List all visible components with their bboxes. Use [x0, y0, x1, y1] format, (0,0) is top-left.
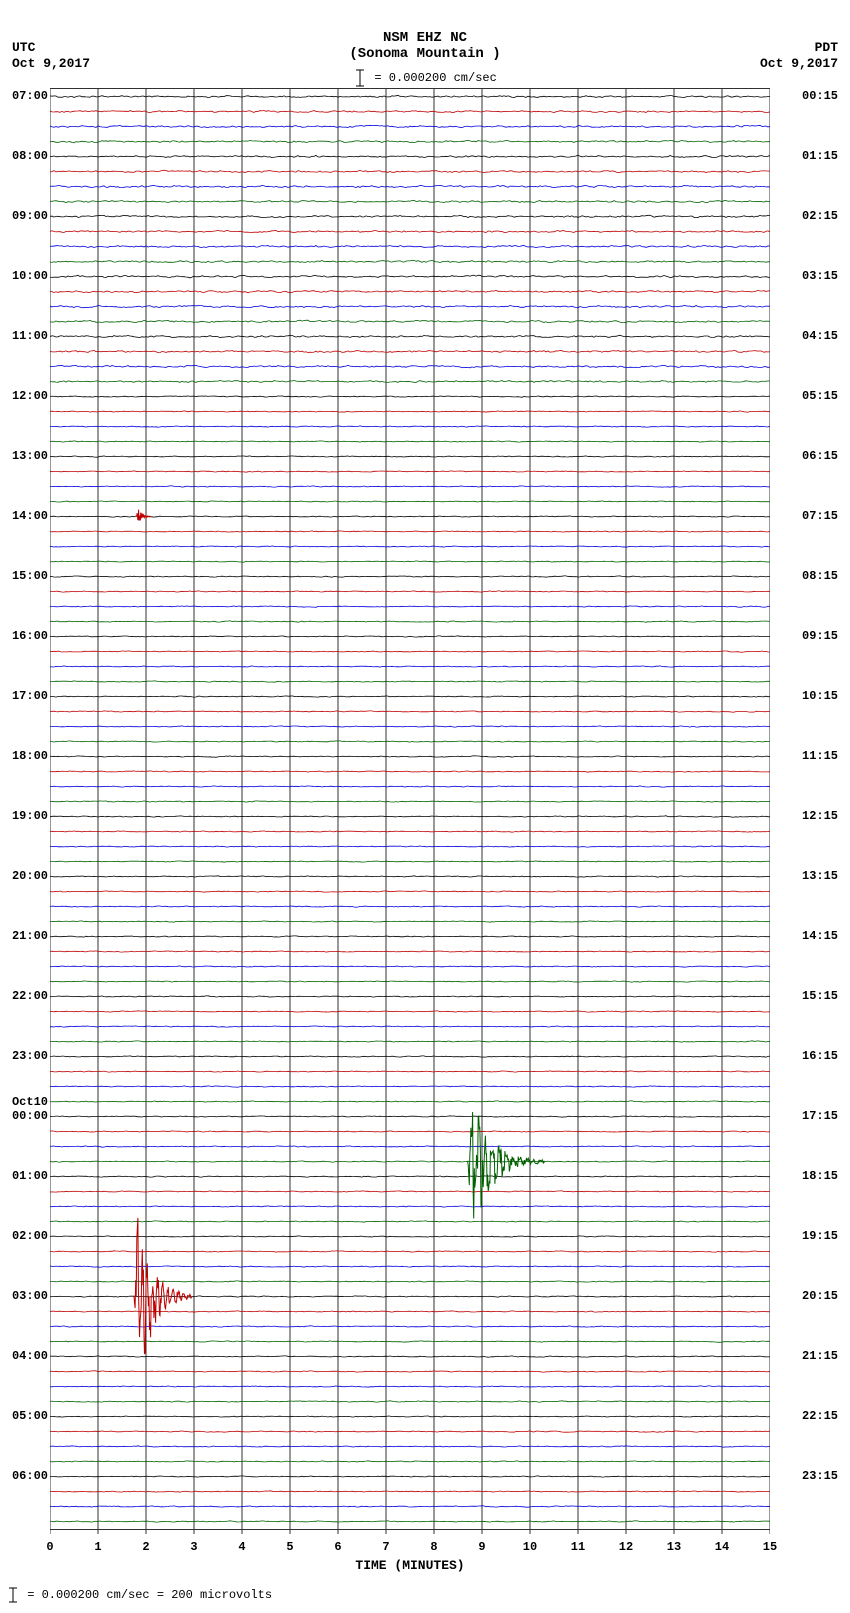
plot-svg	[50, 89, 770, 1529]
utc-hour-label: 07:00	[0, 90, 48, 102]
pdt-hour-labels: 00:15 01:15 02:15 03:15 04:15 05:15 06:15 07:15…	[802, 88, 850, 1528]
pdt-hour-label: 23:15	[802, 1470, 850, 1482]
utc-hour-label: 06:00	[0, 1470, 48, 1482]
pdt-hour-label: 12:15	[802, 810, 850, 822]
pdt-hour-label: 04:15	[802, 330, 850, 342]
utc-hour-label: 20:00	[0, 870, 48, 882]
pdt-hour-label: 05:15	[802, 390, 850, 402]
footer-scale: = 0.000200 cm/sec = 200 microvolts	[6, 1587, 272, 1603]
station-name: (Sonoma Mountain )	[0, 46, 850, 62]
footer-scale-text: = 0.000200 cm/sec = 200 microvolts	[27, 1588, 272, 1602]
utc-hour-label: 15:00	[0, 570, 48, 582]
utc-hour-label: 10:00	[0, 270, 48, 282]
utc-hour-label: 18:00	[0, 750, 48, 762]
date-change-label: Oct10	[0, 1096, 48, 1108]
utc-hour-label: 01:00	[0, 1170, 48, 1182]
pdt-hour-label: 15:15	[802, 990, 850, 1002]
pdt-hour-label: 17:15	[802, 1110, 850, 1122]
x-tick: 3	[190, 1540, 197, 1554]
pdt-hour-label: 20:15	[802, 1290, 850, 1302]
pdt-hour-label: 01:15	[802, 150, 850, 162]
helicorder-plot	[50, 88, 770, 1530]
tz-left-label: UTC	[12, 40, 35, 55]
title-block: NSM EHZ NC (Sonoma Mountain )	[0, 30, 850, 62]
scale-text: = 0.000200 cm/sec	[374, 71, 496, 85]
utc-hour-label: 14:00	[0, 510, 48, 522]
x-tick: 12	[619, 1540, 633, 1554]
date-left-label: Oct 9,2017	[12, 56, 90, 71]
pdt-hour-label: 06:15	[802, 450, 850, 462]
scale-indicator: = 0.000200 cm/sec	[0, 68, 850, 88]
pdt-hour-label: 03:15	[802, 270, 850, 282]
x-tick: 6	[334, 1540, 341, 1554]
utc-hour-label: 21:00	[0, 930, 48, 942]
utc-hour-label: 02:00	[0, 1230, 48, 1242]
pdt-hour-label: 00:15	[802, 90, 850, 102]
x-axis-label: TIME (MINUTES)	[50, 1558, 770, 1573]
footer-scale-bar-icon	[6, 1587, 20, 1603]
pdt-hour-label: 16:15	[802, 1050, 850, 1062]
pdt-hour-label: 19:15	[802, 1230, 850, 1242]
x-tick: 13	[667, 1540, 681, 1554]
x-tick: 2	[142, 1540, 149, 1554]
x-axis: 0123456789101112131415 TIME (MINUTES)	[50, 1530, 770, 1580]
utc-hour-label: 00:00	[0, 1110, 48, 1122]
tz-right-label: PDT	[815, 40, 838, 55]
x-tick: 5	[286, 1540, 293, 1554]
pdt-hour-label: 07:15	[802, 510, 850, 522]
utc-hour-label: 08:00	[0, 150, 48, 162]
pdt-hour-label: 22:15	[802, 1410, 850, 1422]
x-tick: 15	[763, 1540, 777, 1554]
pdt-hour-label: 21:15	[802, 1350, 850, 1362]
x-tick: 11	[571, 1540, 585, 1554]
utc-hour-label: 11:00	[0, 330, 48, 342]
station-code: NSM EHZ NC	[0, 30, 850, 46]
x-tick: 8	[430, 1540, 437, 1554]
utc-hour-label: 04:00	[0, 1350, 48, 1362]
scale-bar-icon	[353, 68, 367, 88]
utc-hour-label: 23:00	[0, 1050, 48, 1062]
x-tick: 0	[46, 1540, 53, 1554]
pdt-hour-label: 13:15	[802, 870, 850, 882]
utc-hour-label: 22:00	[0, 990, 48, 1002]
x-tick: 4	[238, 1540, 245, 1554]
x-tick: 1	[94, 1540, 101, 1554]
utc-hour-labels: 07:00 08:00 09:00 10:00 11:00 12:00 13:00 14:00…	[0, 88, 48, 1528]
utc-hour-label: 12:00	[0, 390, 48, 402]
utc-hour-label: 13:00	[0, 450, 48, 462]
utc-hour-label: 09:00	[0, 210, 48, 222]
utc-hour-label: 19:00	[0, 810, 48, 822]
pdt-hour-label: 18:15	[802, 1170, 850, 1182]
pdt-hour-label: 11:15	[802, 750, 850, 762]
x-tick: 7	[382, 1540, 389, 1554]
pdt-hour-label: 10:15	[802, 690, 850, 702]
date-right-label: Oct 9,2017	[760, 56, 838, 71]
utc-hour-label: 03:00	[0, 1290, 48, 1302]
x-tick: 14	[715, 1540, 729, 1554]
pdt-hour-label: 14:15	[802, 930, 850, 942]
pdt-hour-label: 02:15	[802, 210, 850, 222]
x-tick: 10	[523, 1540, 537, 1554]
utc-hour-label: 05:00	[0, 1410, 48, 1422]
utc-hour-label: 17:00	[0, 690, 48, 702]
x-tick: 9	[478, 1540, 485, 1554]
seismogram-page: NSM EHZ NC (Sonoma Mountain ) = 0.000200…	[0, 0, 850, 1613]
pdt-hour-label: 08:15	[802, 570, 850, 582]
pdt-hour-label: 09:15	[802, 630, 850, 642]
utc-hour-label: 16:00	[0, 630, 48, 642]
